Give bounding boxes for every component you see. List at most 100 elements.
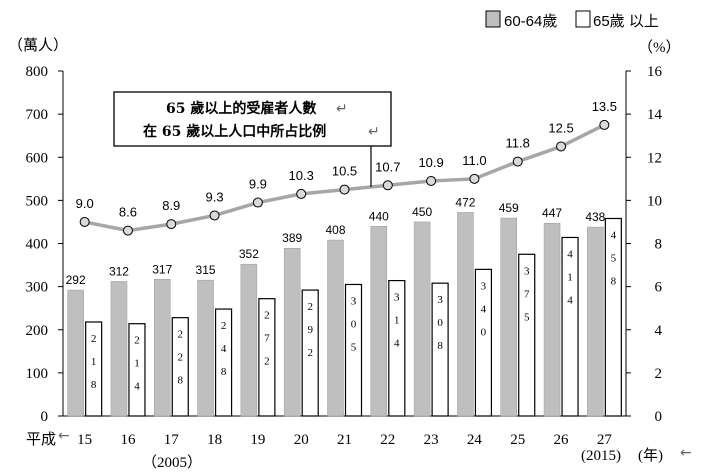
x-tick-label: 16 (120, 432, 136, 448)
ratio-label: 10.5 (332, 164, 357, 179)
end-year-note: (2015) (581, 448, 621, 464)
ratio-point (339, 184, 350, 195)
x-tick-label: 19 (250, 432, 265, 448)
era-label: 平成 (26, 431, 56, 448)
legend-label-65-plus: 65歲 以上 (593, 13, 659, 30)
ratio-label: 11.0 (462, 153, 486, 168)
bar-65-plus (474, 268, 493, 417)
left-axis-unit: （萬人） (8, 37, 68, 54)
ratio-label: 8.6 (119, 205, 137, 220)
ratio-point (252, 197, 263, 208)
x-tick-label: 24 (467, 432, 483, 448)
bar-label-60-64: 440 (369, 209, 389, 223)
bar-label-60-64: 317 (152, 262, 172, 276)
y2-tick-label: 6 (655, 280, 663, 296)
bar-60-64 (154, 279, 171, 417)
legend-label-60-64: 60-64歲 (504, 13, 557, 30)
legend-swatch-60-64 (485, 10, 501, 28)
bar-65-plus (301, 289, 319, 417)
bar-label-60-64: 459 (499, 201, 519, 215)
bar-65-plus (431, 282, 449, 417)
annotation-return-1: ↵ (336, 101, 348, 117)
bars (67, 212, 622, 417)
bar-label-60-64: 472 (455, 195, 475, 209)
ratio-point (382, 180, 393, 191)
bar-60-64 (413, 221, 431, 417)
x-tick-label: 25 (510, 432, 525, 448)
ratio-label: 13.5 (592, 99, 617, 114)
ratio-point (556, 141, 567, 152)
y2-tick-label: 14 (647, 107, 663, 123)
y-tick-label: 500 (26, 193, 49, 209)
era-return-mark: ← (58, 428, 70, 444)
x-tick-label: 20 (294, 432, 309, 448)
bar-60-64 (327, 239, 344, 417)
ratio-label: 9.3 (206, 189, 224, 204)
bar-65-plus (128, 323, 146, 417)
y-tick-label: 100 (26, 366, 49, 382)
bar-65-plus (258, 298, 276, 417)
y2-tick-label: 12 (647, 150, 662, 166)
y-tick-label: 0 (41, 409, 49, 425)
annotation-line-1: 65 歲以上的受雇者人數 (166, 100, 316, 117)
labels: 292 2 1 8 312 2 1 4 317 2 2 8 315 2 4 8 352 2 7 2 389 2 9 2 408 3… (66, 99, 617, 393)
y2-tick-label: 0 (655, 409, 663, 425)
annotation-box: 65 歲以上的受雇者人數 ↵ 在 65 歲以上人口中所占比例 ↵ (113, 91, 392, 187)
bar-60-64 (110, 281, 128, 417)
y-tick-label: 300 (26, 280, 49, 296)
y-tick-label: 800 (26, 64, 49, 80)
bar-65-plus (85, 321, 103, 417)
bar-label-60-64: 438 (585, 210, 605, 224)
y2-tick-label: 2 (655, 366, 663, 382)
axes: 0100200300400500600700800024681012141615… (26, 64, 663, 448)
y2-tick-label: 4 (655, 323, 663, 339)
bar-60-64 (197, 279, 214, 417)
ratio-point (122, 225, 133, 236)
bar-label-60-64: 450 (412, 205, 432, 219)
bar-60-64 (500, 217, 517, 417)
bar-65-plus (561, 236, 579, 417)
x-tick-label: 26 (554, 432, 570, 448)
ratio-label: 12.5 (548, 120, 573, 135)
ratio-point (79, 216, 90, 227)
x-tick-label: 17 (164, 432, 180, 448)
bar-label-60-64: 315 (196, 263, 216, 277)
x-tick-label: 23 (424, 432, 439, 448)
ratio-label: 10.9 (418, 155, 443, 170)
bar-label-60-64: 312 (109, 264, 129, 278)
ratio-label: 8.9 (162, 198, 180, 213)
bar-60-64 (457, 212, 474, 417)
ratio-line (79, 119, 610, 236)
bar-60-64 (370, 226, 388, 417)
y2-tick-label: 10 (647, 193, 662, 209)
y-tick-label: 400 (26, 237, 49, 253)
bar-65-plus (388, 279, 406, 417)
bar-65-plus (604, 217, 622, 417)
bar-label-60-64: 389 (282, 231, 302, 245)
legend-swatch-65-plus (575, 10, 591, 28)
ratio-point (599, 119, 610, 130)
start-year-note: （2005） (142, 454, 202, 471)
bar-65-plus (214, 308, 233, 417)
bar-65-plus (518, 253, 536, 417)
bar-60-64 (283, 247, 301, 417)
bar-65-plus (171, 317, 189, 417)
year-unit: (年) (638, 447, 663, 464)
ratio-label: 9.0 (76, 196, 94, 211)
x-tick-label: 15 (77, 432, 92, 448)
ratio-label: 10.3 (289, 168, 314, 183)
annotation-return-2: ↵ (368, 124, 380, 140)
ratio-point (209, 210, 220, 221)
legend: 60-64歲 65歲 以上 (485, 10, 659, 30)
bar-60-64 (67, 289, 84, 417)
ratio-point (469, 173, 480, 184)
